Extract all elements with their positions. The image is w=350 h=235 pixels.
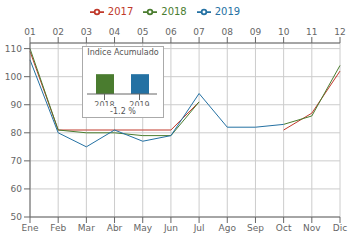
svg-text:110: 110 [8, 44, 22, 54]
svg-text:12: 12 [334, 27, 342, 37]
svg-text:10: 10 [278, 27, 290, 37]
html-text:2017: 2017 [107, 6, 134, 17]
html-text:-1.2 %: -1.2 % [110, 107, 136, 116]
svg-text:Feb: Feb [50, 223, 66, 233]
html-text:2018: 2018 [161, 6, 187, 17]
svg-text:Abr: Abr [107, 223, 123, 233]
svg-text:60: 60 [11, 184, 23, 194]
svg-text:Mar: Mar [78, 223, 95, 233]
svg-text:Dic: Dic [333, 223, 342, 233]
html-text:Indice Acumulado: Indice Acumulado [87, 48, 159, 57]
svg-text:Jun: Jun [163, 223, 178, 233]
html-text:2019: 2019 [214, 6, 241, 17]
svg-text:Oct: Oct [276, 223, 292, 233]
svg-text:06: 06 [165, 27, 177, 37]
svg-text:May: May [133, 223, 152, 233]
svg-text:50: 50 [11, 212, 23, 222]
svg-text:2019: 2019 [129, 101, 149, 106]
svg-text:Ene: Ene [22, 223, 39, 233]
svg-text:08: 08 [222, 27, 234, 37]
svg-text:Jul: Jul [193, 223, 205, 233]
svg-text:02: 02 [52, 27, 63, 37]
svg-text:2018: 2018 [94, 101, 114, 106]
svg-text:Sep: Sep [247, 223, 264, 233]
svg-text:Ago: Ago [219, 223, 237, 233]
svg-text:100: 100 [8, 72, 22, 82]
svg-text:80: 80 [11, 128, 23, 138]
svg-text:01: 01 [24, 27, 35, 37]
svg-text:09: 09 [250, 27, 262, 37]
svg-text:05: 05 [137, 27, 148, 37]
svg-text:07: 07 [193, 27, 204, 37]
svg-text:90: 90 [11, 100, 23, 110]
svg-text:11: 11 [306, 27, 317, 37]
svg-text:04: 04 [109, 27, 121, 37]
svg-text:03: 03 [81, 27, 92, 37]
svg-text:Nov: Nov [303, 223, 321, 233]
svg-text:70: 70 [11, 156, 23, 166]
